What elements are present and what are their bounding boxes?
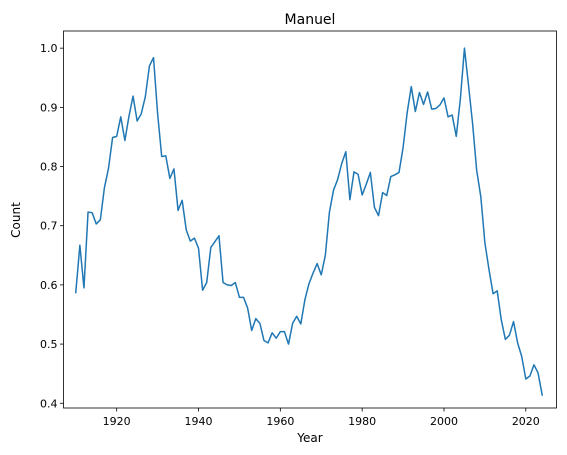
y-axis-ticks: 0.4 0.5 0.6 0.7 0.8 0.9 1.0 [40, 42, 64, 410]
y-tick-label: 0.8 [40, 161, 58, 174]
y-tick-label: 0.6 [40, 279, 58, 292]
x-tick-label: 1960 [266, 415, 294, 428]
x-tick-label: 1940 [185, 415, 213, 428]
data-line [74, 47, 544, 396]
plot-frame [63, 30, 557, 409]
x-tick-label: 1920 [103, 415, 131, 428]
x-axis-ticks: 1920 1940 1960 1980 2000 2020 [103, 408, 540, 428]
y-axis-label: Count [9, 202, 23, 238]
y-tick-label: 0.7 [40, 220, 58, 233]
x-tick-label: 2020 [512, 415, 540, 428]
x-tick-label: 1980 [348, 415, 376, 428]
y-tick-label: 0.5 [40, 338, 58, 351]
y-tick-label: 0.9 [40, 101, 58, 114]
chart-title: Manuel [285, 12, 336, 28]
x-axis-label: Year [296, 431, 322, 445]
x-tick-label: 2000 [430, 415, 458, 428]
y-tick-label: 1.0 [40, 42, 58, 55]
y-tick-label: 0.4 [40, 397, 58, 410]
